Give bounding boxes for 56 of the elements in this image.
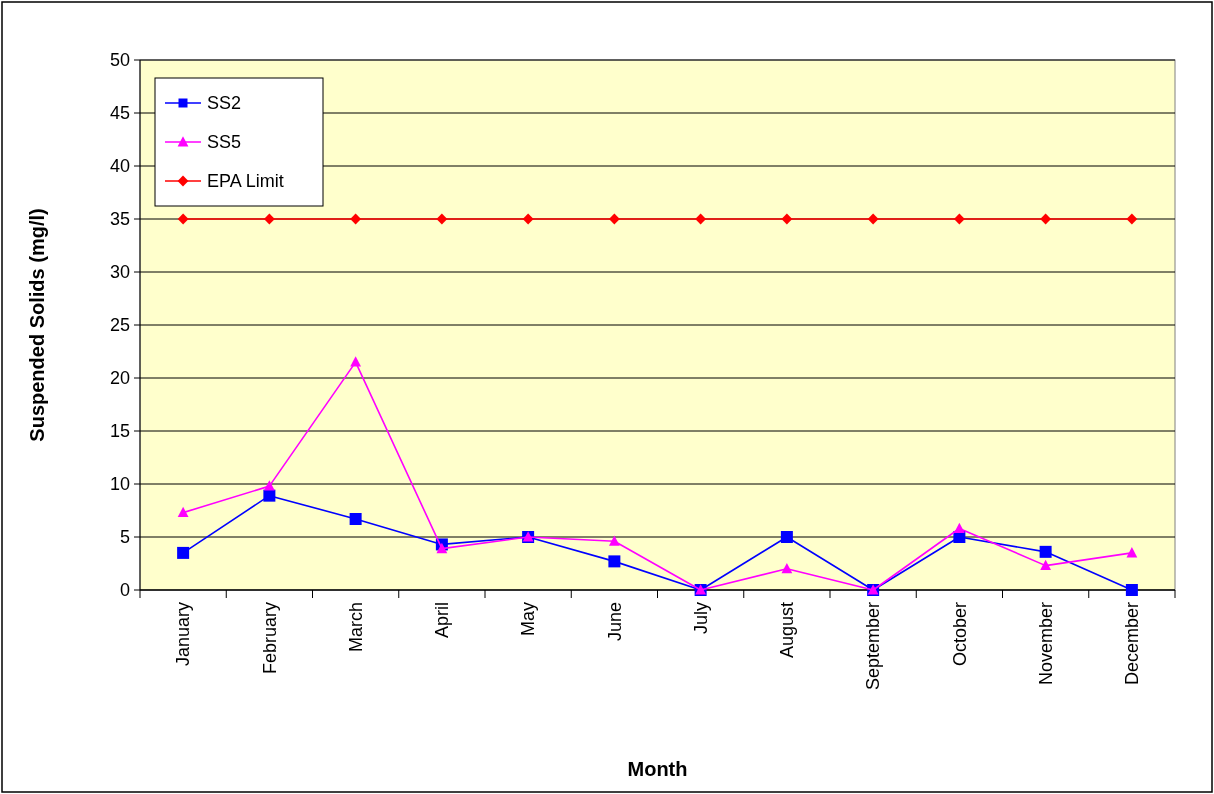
- point: [1125, 584, 1138, 596]
- y-tick-label: 10: [109, 474, 130, 495]
- point: [349, 512, 362, 525]
- point: [953, 213, 965, 225]
- y-tick-label: 15: [109, 421, 130, 442]
- y-axis-title: Suspended Solids (mg/l): [26, 208, 48, 442]
- point: [1039, 545, 1052, 558]
- point: [781, 562, 793, 574]
- x-tick-label: June: [604, 602, 625, 642]
- point: [1040, 213, 1052, 225]
- x-tick-label: February: [259, 602, 280, 675]
- point: [953, 522, 965, 534]
- legend-label: EPA Limit: [207, 171, 284, 192]
- point: [177, 506, 189, 518]
- point: [608, 555, 621, 568]
- y-tick-label: 50: [109, 50, 130, 71]
- point: [522, 213, 534, 225]
- x-tick-label: May: [518, 602, 539, 637]
- y-tick-label: 5: [119, 527, 130, 548]
- point: [263, 489, 276, 502]
- point: [263, 480, 275, 491]
- point: [781, 213, 793, 225]
- point: [608, 535, 620, 546]
- point: [177, 213, 189, 225]
- y-tick-label: 35: [109, 209, 130, 230]
- point: [350, 356, 362, 367]
- point: [177, 546, 190, 559]
- point: [350, 213, 362, 225]
- x-tick-label: August: [777, 602, 798, 659]
- legend-label: SS5: [207, 132, 242, 153]
- legend-label: SS2: [207, 93, 242, 114]
- x-tick-label: July: [690, 602, 711, 635]
- y-tick-label: 40: [109, 156, 130, 177]
- y-tick-label: 25: [109, 315, 130, 336]
- point: [695, 213, 707, 225]
- point: [1126, 213, 1138, 225]
- point: [1040, 559, 1052, 571]
- point: [1126, 547, 1138, 558]
- point: [867, 213, 879, 225]
- x-tick-label: March: [345, 602, 366, 653]
- y-tick-label: 20: [109, 368, 130, 389]
- x-tick-label: October: [949, 602, 970, 667]
- x-tick-label: April: [432, 602, 453, 639]
- point: [436, 542, 448, 554]
- point: [263, 213, 275, 225]
- y-tick-label: 0: [119, 580, 130, 601]
- point: [436, 213, 448, 225]
- x-axis-title: Month: [627, 758, 688, 780]
- y-tick-label: 45: [109, 103, 130, 124]
- x-tick-label: December: [1122, 602, 1143, 686]
- point: [780, 531, 793, 543]
- x-tick-label: November: [1035, 602, 1056, 686]
- point: [608, 213, 620, 225]
- x-tick-label: January: [173, 602, 194, 667]
- x-tick-label: September: [863, 602, 884, 691]
- y-tick-label: 30: [109, 262, 130, 283]
